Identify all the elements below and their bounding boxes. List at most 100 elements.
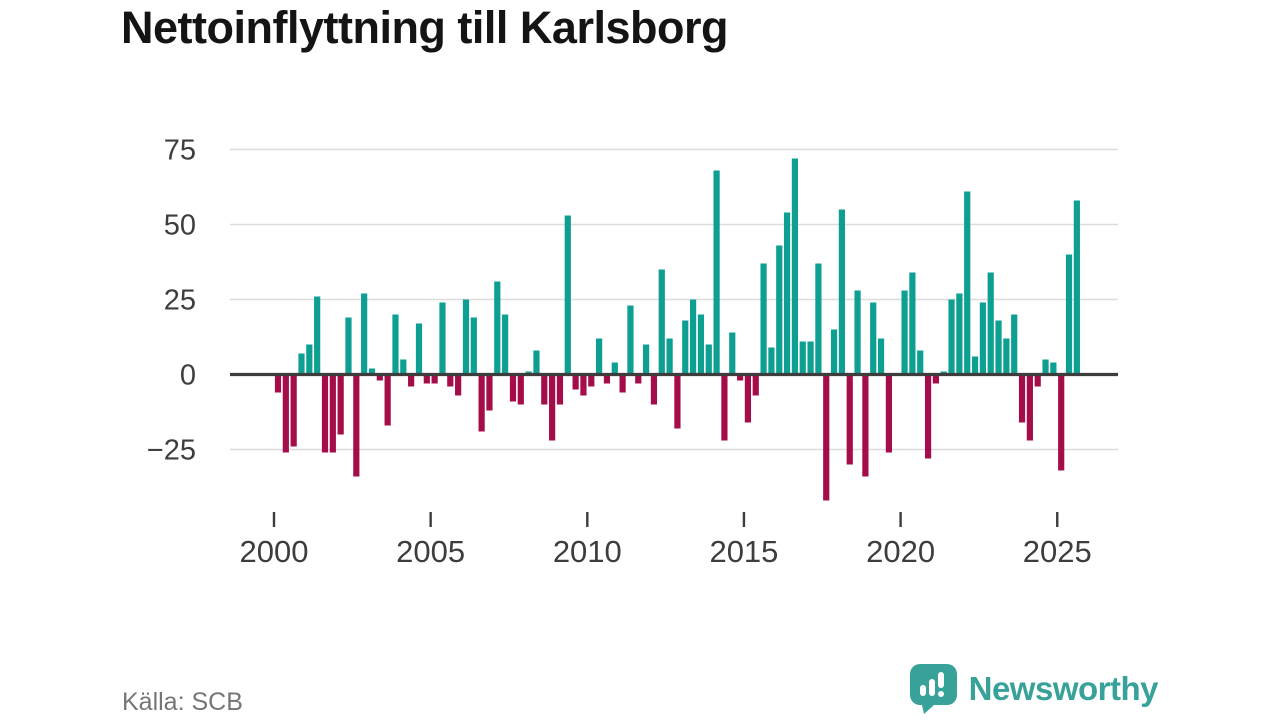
bar	[643, 344, 650, 375]
bar	[674, 374, 681, 429]
bar	[376, 374, 383, 381]
x-tick-label: 2015	[709, 534, 778, 569]
bar	[1042, 359, 1049, 375]
bar	[611, 362, 618, 375]
x-tick-label: 2025	[1023, 534, 1092, 569]
x-tick-label: 2005	[396, 534, 465, 569]
bar	[494, 281, 501, 375]
bar	[830, 329, 838, 375]
bar	[901, 290, 908, 375]
y-tick-label: 25	[164, 285, 196, 317]
bar	[541, 374, 548, 405]
bar	[392, 314, 399, 375]
bar	[995, 320, 1002, 375]
bar	[682, 320, 689, 375]
bar	[885, 374, 892, 453]
bar	[744, 374, 752, 423]
bar	[635, 374, 642, 384]
newsworthy-logo: Newsworthy	[909, 664, 1159, 714]
y-tick-label: 75	[164, 135, 196, 167]
bar	[282, 374, 289, 453]
bar	[290, 374, 297, 447]
bar	[1073, 200, 1080, 375]
bar	[274, 374, 282, 393]
logo-bar-medium	[928, 679, 935, 696]
bar	[439, 302, 446, 375]
logo-wordmark: Newsworthy	[968, 670, 1159, 707]
bar	[721, 374, 728, 441]
bar	[368, 368, 376, 375]
bar	[580, 374, 587, 396]
bar	[509, 374, 517, 402]
bar	[596, 338, 603, 375]
bar	[502, 314, 509, 375]
bar	[337, 374, 344, 435]
bar	[329, 374, 336, 453]
logo-exclamation-dot	[937, 691, 944, 697]
bar	[846, 374, 853, 465]
bar	[854, 290, 861, 375]
bar	[478, 374, 485, 432]
bar	[979, 302, 986, 375]
bar	[1065, 254, 1073, 375]
bar	[1026, 374, 1033, 441]
bar	[666, 338, 673, 375]
bar	[815, 263, 822, 375]
bar	[924, 374, 932, 459]
bar	[423, 374, 430, 384]
bar	[572, 374, 579, 390]
bar	[948, 299, 955, 375]
bar	[956, 293, 963, 375]
bar	[588, 374, 595, 387]
bar	[932, 374, 939, 384]
source-label: Källa: SCB	[122, 688, 243, 716]
bar	[549, 374, 556, 441]
bar	[791, 158, 799, 375]
bar	[1050, 362, 1057, 375]
bar	[455, 374, 462, 396]
bar	[306, 344, 313, 375]
logo-bar-small	[919, 685, 926, 696]
bar	[705, 344, 712, 375]
logo-exclamation-bar	[937, 672, 944, 688]
bar	[877, 338, 885, 375]
bar	[658, 269, 665, 375]
bar	[783, 212, 791, 375]
bar	[470, 317, 477, 375]
bar	[971, 356, 979, 375]
bar	[486, 374, 493, 411]
bar	[298, 353, 305, 375]
y-tick-label: 50	[164, 210, 196, 242]
x-tick-label: 2000	[240, 534, 309, 569]
bar	[603, 374, 611, 384]
bar	[415, 323, 423, 375]
bar	[384, 374, 391, 426]
bar	[1011, 314, 1018, 375]
bar	[987, 272, 994, 375]
bar	[776, 245, 783, 375]
chart-title: Nettoinflyttning till Karlsborg	[121, 2, 728, 53]
bar	[408, 374, 415, 387]
bar	[760, 263, 767, 375]
bar	[917, 350, 924, 375]
bar	[807, 341, 814, 375]
bar	[447, 374, 454, 387]
bar	[736, 374, 744, 381]
bar	[697, 314, 705, 375]
bar	[752, 374, 759, 396]
bar	[1058, 374, 1065, 471]
bar	[823, 374, 830, 501]
bar	[321, 374, 329, 453]
y-tick-label: 0	[180, 360, 196, 392]
bar	[400, 359, 407, 375]
bar	[964, 191, 971, 375]
bar	[862, 374, 869, 477]
bar	[361, 293, 368, 375]
bar	[533, 350, 540, 375]
bar	[799, 341, 806, 375]
bar	[690, 299, 697, 375]
bar	[713, 170, 720, 375]
bar	[870, 302, 877, 375]
y-tick-label: −25	[147, 435, 196, 467]
